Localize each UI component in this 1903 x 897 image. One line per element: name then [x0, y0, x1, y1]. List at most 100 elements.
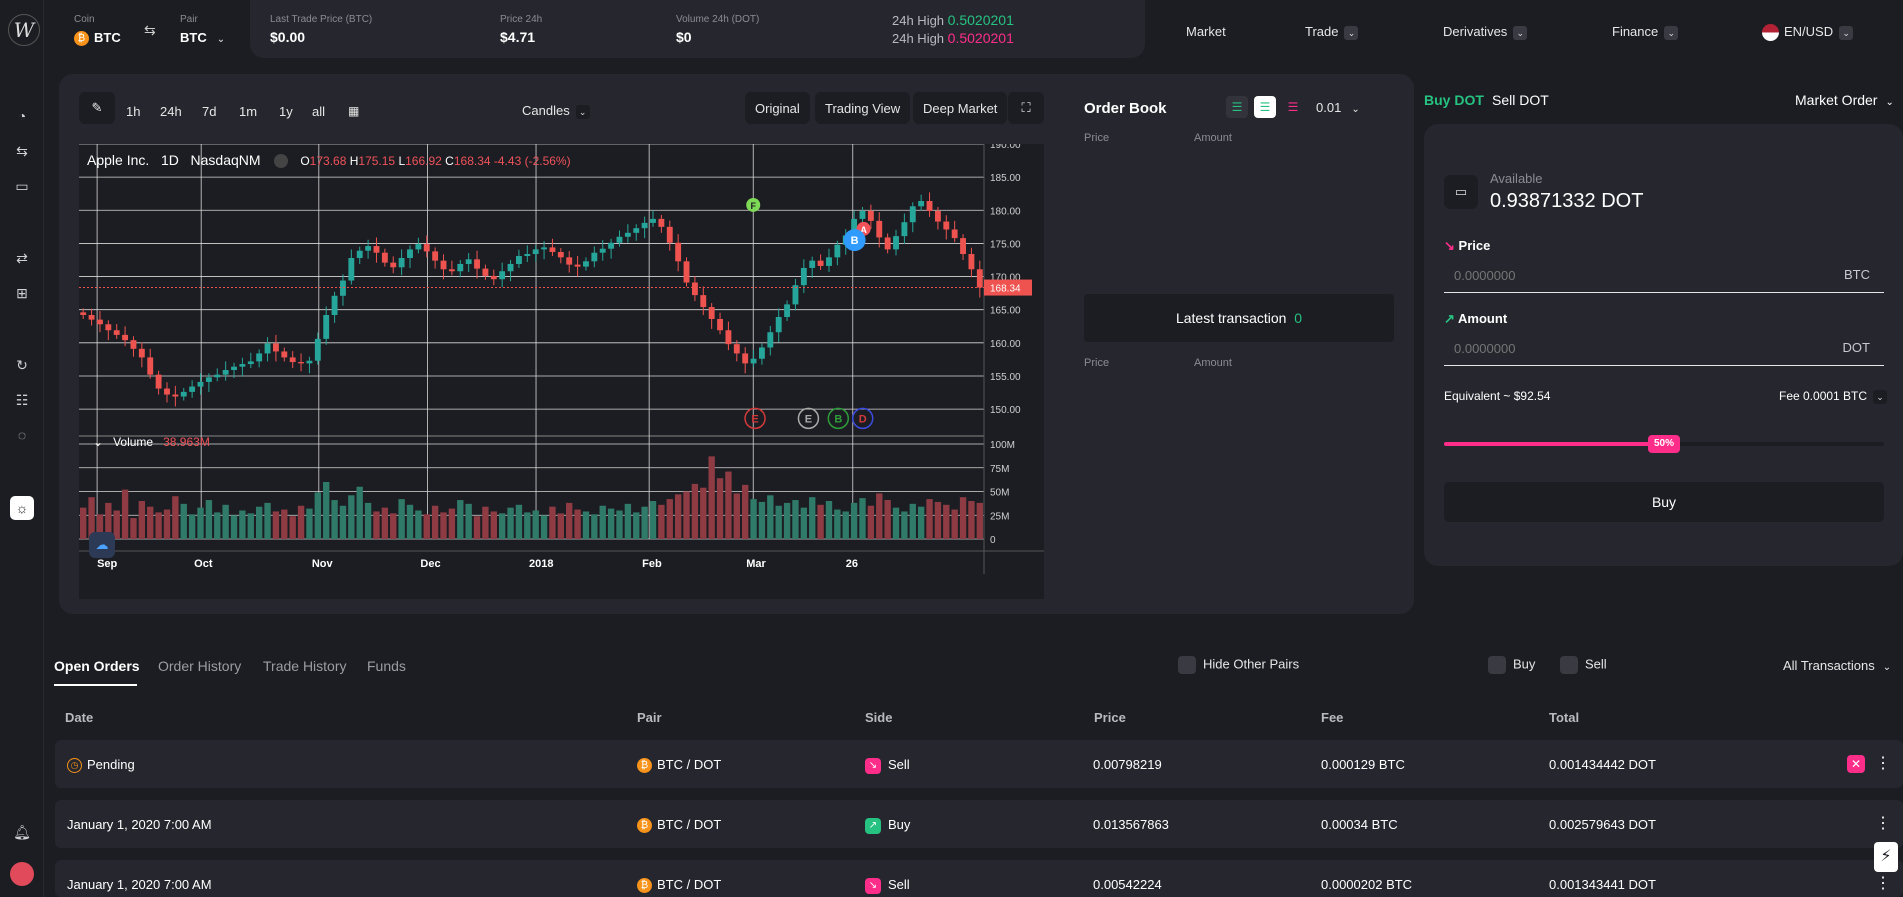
nav-finance[interactable]: Finance ⌄: [1612, 24, 1679, 40]
refresh-icon[interactable]: ↻: [16, 356, 28, 373]
timeframe-1m[interactable]: 1m: [239, 104, 258, 119]
tab-order-history[interactable]: Order History: [158, 658, 241, 674]
tab-trade-history[interactable]: Trade History: [263, 658, 347, 674]
timeframe-1y[interactable]: 1y: [279, 104, 293, 119]
market-stats-bar: Last Trade Price (BTC) $0.00 Price 24h $…: [250, 0, 1145, 58]
timeframe-7d[interactable]: 7d: [202, 104, 217, 119]
deep-market-button[interactable]: Deep Market: [913, 92, 1008, 124]
nav-derivatives[interactable]: Derivatives ⌄: [1443, 24, 1528, 40]
volume-bar: [80, 507, 87, 539]
amount-label: ↗ Amount: [1444, 311, 1507, 327]
candle-body: [348, 258, 355, 281]
volume-bar: [289, 516, 296, 539]
user-avatar[interactable]: [10, 862, 34, 886]
precision-select[interactable]: 0.01 ⌄: [1316, 100, 1360, 115]
orderbook-buy-icon[interactable]: ☰: [1254, 96, 1276, 118]
chevron-down-icon: ⌄: [1839, 25, 1854, 40]
hide-other-pairs-checkbox[interactable]: [1178, 656, 1196, 674]
tab-funds-label: Funds: [367, 658, 406, 674]
buy-button[interactable]: Buy: [1444, 482, 1884, 522]
theme-sun-icon[interactable]: ☼: [10, 496, 34, 520]
volume-bar: [163, 509, 171, 539]
time-tick-label: 26: [846, 558, 858, 570]
candlestick-chart[interactable]: 150.00 155.00 160.00 165.00 170.00 175.00 180.…: [79, 140, 1044, 599]
calendar-icon[interactable]: ▦: [348, 104, 360, 118]
cancel-order-icon[interactable]: ✕: [1847, 755, 1865, 773]
sell-dot-tab[interactable]: Sell DOT: [1492, 92, 1549, 108]
price-input[interactable]: [1454, 264, 1794, 286]
tab-funds[interactable]: Funds: [367, 658, 406, 674]
all-transactions-select[interactable]: All Transactions ⌄: [1783, 658, 1891, 673]
grid-apps-icon[interactable]: ⊞: [16, 284, 28, 301]
legend-collapse-icon[interactable]: [274, 154, 289, 169]
orderbook-sell-icon[interactable]: ☰: [1287, 100, 1299, 114]
amount-input[interactable]: [1454, 337, 1794, 359]
chat-icon[interactable]: ◌: [17, 427, 27, 443]
more-vertical-icon[interactable]: ⋮: [1875, 875, 1891, 892]
volume-bar: [306, 508, 313, 539]
volume-bar: [976, 502, 983, 539]
order-type-label: Market Order: [1795, 92, 1878, 108]
table-row[interactable]: ◷ Pending ₿ BTC / DOT ↘ Sell 0.00798219 0.0…: [55, 740, 1903, 788]
lightning-icon[interactable]: ⚡︎: [1874, 842, 1898, 872]
tradingview-logo-icon[interactable]: ☁: [89, 532, 115, 558]
buy-dot-tab-label: Buy DOT: [1424, 92, 1484, 108]
buy-dot-tab[interactable]: Buy DOT: [1424, 92, 1484, 108]
amount-slider-handle[interactable]: 50%: [1648, 435, 1680, 453]
chart-pie-icon[interactable]: ◔: [17, 108, 27, 124]
table-icon[interactable]: ☷: [15, 391, 29, 408]
volume-bar: [255, 506, 263, 539]
locale-selector[interactable]: EN/USD ⌄: [1762, 24, 1854, 42]
candle-body: [465, 259, 472, 264]
more-vertical-icon[interactable]: ⋮: [1875, 755, 1891, 772]
candle-body: [298, 362, 304, 364]
table-row[interactable]: January 1, 2020 7:00 AM ₿ BTC / DOT ↘ Sell…: [55, 860, 1903, 897]
transfer-icon[interactable]: ⇄: [16, 249, 28, 266]
table-row[interactable]: January 1, 2020 7:00 AM ₿ BTC / DOT ↗ Buy …: [55, 800, 1903, 848]
pair-selector[interactable]: Pair BTC ⌄: [180, 14, 225, 45]
notification-bell-icon[interactable]: 🔔︎: [13, 823, 31, 840]
legend-c-label: C: [445, 154, 454, 168]
sell-filter-toggle[interactable]: Sell: [1560, 656, 1607, 674]
candle-body: [340, 280, 346, 296]
fullscreen-icon[interactable]: ⛶: [1008, 92, 1044, 124]
volume-bar: [800, 507, 808, 539]
volume-bar: [147, 506, 154, 539]
app-logo[interactable]: W: [8, 14, 40, 46]
buy-filter-checkbox[interactable]: [1488, 656, 1506, 674]
timeframe-24h[interactable]: 24h: [160, 104, 182, 119]
swap-icon[interactable]: ⇆: [144, 22, 156, 38]
fee-select[interactable]: Fee 0.0001 BTC ⌄: [1779, 389, 1888, 404]
price24-label: Price 24h: [500, 14, 543, 25]
volume-bar: [926, 499, 933, 539]
buy-filter-toggle[interactable]: Buy: [1488, 656, 1535, 674]
candle-body: [608, 242, 615, 249]
trading-view-button[interactable]: Trading View: [815, 92, 911, 124]
wallet-icon[interactable]: ▭: [15, 177, 29, 194]
order-type-select[interactable]: Market Order ⌄: [1795, 92, 1894, 108]
chevron-down-icon[interactable]: ⌄: [93, 435, 104, 449]
original-button[interactable]: Original: [745, 92, 810, 124]
chart-type-select[interactable]: Candles ⌄: [522, 103, 590, 119]
exchange-arrows-icon[interactable]: ⇆: [16, 142, 28, 159]
tab-open-orders[interactable]: Open Orders: [54, 658, 140, 674]
sell-filter-checkbox[interactable]: [1560, 656, 1578, 674]
volume-bar: [197, 507, 204, 539]
time-tick-label: Feb: [642, 558, 662, 570]
nav-market[interactable]: Market: [1186, 24, 1226, 39]
row-pair: BTC / DOT: [657, 757, 722, 772]
left-sidebar: W ◔ ⇆ ▭ ⇄ ⊞ ↻ ☷ ◌ ☼ 🔔︎: [0, 0, 44, 897]
nav-trade[interactable]: Trade ⌄: [1305, 24, 1359, 40]
volume-bar: [138, 501, 146, 539]
timeframe-1h[interactable]: 1h: [126, 104, 141, 119]
timeframe-all[interactable]: all: [312, 104, 326, 119]
candle-body: [440, 260, 447, 270]
orderbook-both-icon[interactable]: ☰: [1226, 96, 1248, 118]
hide-other-pairs-toggle[interactable]: Hide Other Pairs: [1178, 656, 1299, 674]
coin-selector[interactable]: Coin ₿ BTC: [74, 14, 121, 47]
volume-legend: ⌄ Volume 38.963M: [93, 435, 210, 449]
candle-body: [683, 261, 690, 283]
draw-pencil-icon[interactable]: ✎: [79, 92, 115, 124]
candle-body: [708, 307, 715, 319]
more-vertical-icon[interactable]: ⋮: [1875, 815, 1891, 832]
